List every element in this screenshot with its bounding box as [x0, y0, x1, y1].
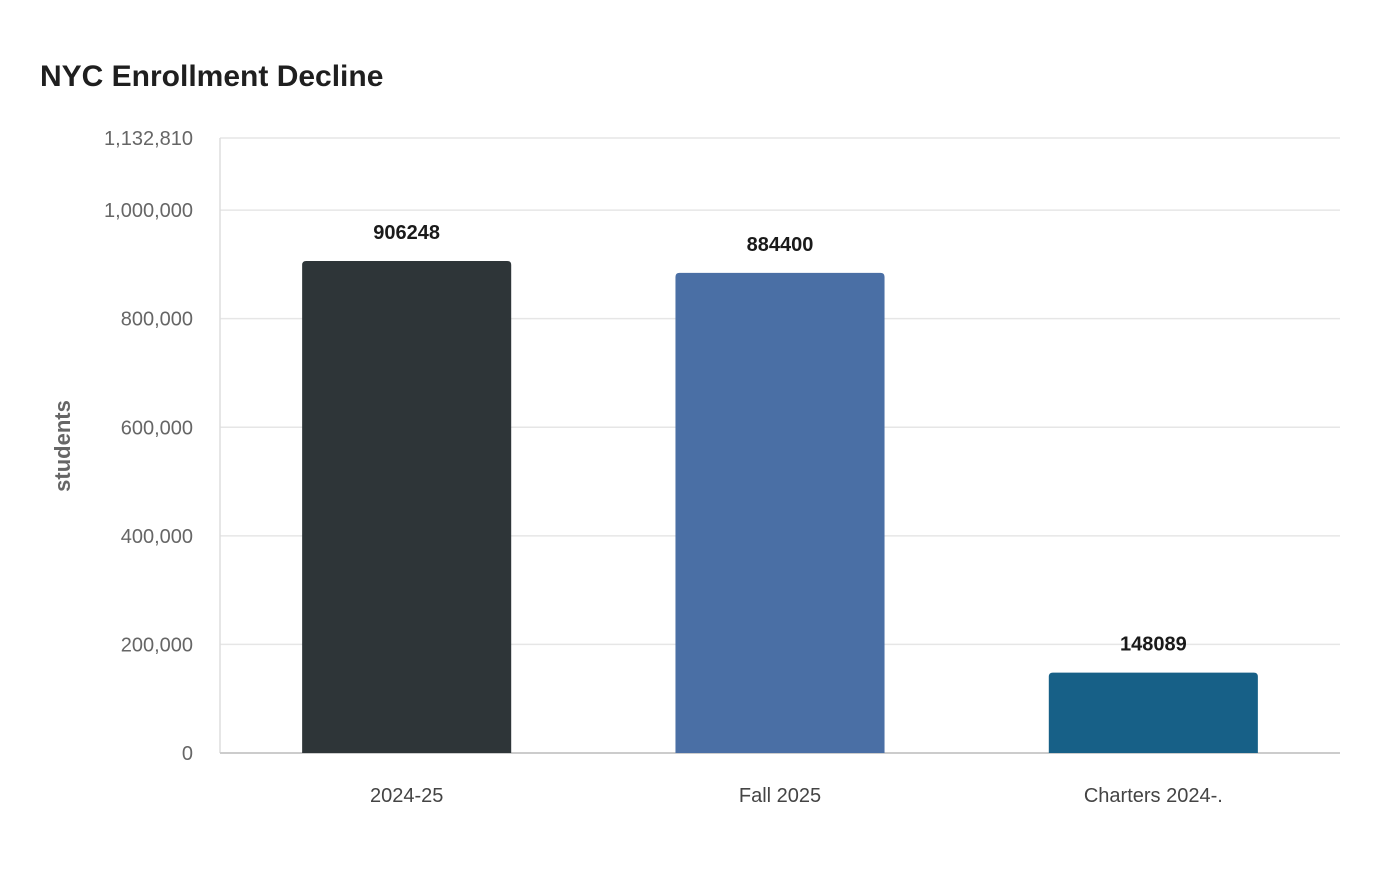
chart-title: NYC Enrollment Decline	[40, 60, 384, 93]
y-tick-label: 800,000	[121, 309, 193, 331]
value-labels: 906248 884400 148089	[373, 222, 1186, 656]
bar-value-label: 148089	[1120, 634, 1187, 656]
x-category-label: Charters 2024-.	[1084, 785, 1223, 807]
y-tick-label: 400,000	[121, 526, 193, 548]
category-labels: 2024-25 Fall 2025 Charters 2024-.	[370, 785, 1223, 807]
bar	[1048, 672, 1258, 753]
bar-value-label: 906248	[373, 222, 440, 244]
x-category-label: 2024-25	[370, 785, 443, 807]
y-axis-title: students	[50, 400, 75, 492]
x-category-label: Fall 2025	[739, 785, 821, 807]
y-tick-label: 1,132,810	[104, 128, 193, 150]
bars	[302, 261, 1258, 753]
y-tick-labels: 0 200,000 400,000 600,000 800,000 1,000,000 1,…	[104, 128, 193, 765]
y-tick-label: 200,000	[121, 634, 193, 656]
y-tick-label: 1,000,000	[104, 200, 193, 222]
y-tick-label: 0	[182, 743, 193, 765]
bar	[302, 261, 512, 753]
bar-value-label: 884400	[747, 234, 814, 256]
y-tick-label: 600,000	[121, 417, 193, 439]
bar	[675, 272, 885, 753]
